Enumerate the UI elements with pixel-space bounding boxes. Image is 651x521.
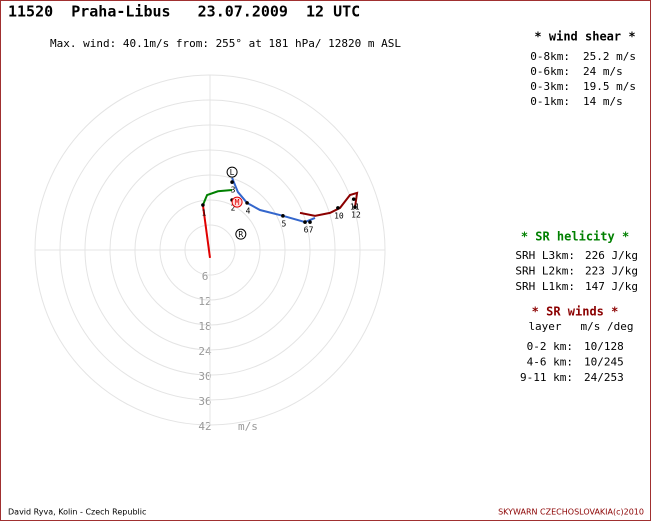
row-value: 14 m/s	[583, 95, 623, 108]
wind-shear-heading: * wind shear *	[534, 30, 635, 44]
row-label: 0-3km:	[530, 80, 570, 93]
row-label: 0-8km:	[530, 50, 570, 63]
level-point	[230, 180, 234, 184]
row-label: SRH L3km:	[515, 249, 575, 262]
row-value: 25.2 m/s	[583, 50, 636, 63]
subtitle: Max. wind: 40.1m/s from: 255° at 181 hPa…	[50, 37, 401, 50]
ring-label: 12	[198, 295, 211, 308]
row-label: 0-1km:	[530, 95, 570, 108]
level-label: 7	[309, 226, 314, 235]
row-label: 0-2 km:	[527, 340, 573, 353]
sr-winds-heading: * SR winds *	[532, 305, 619, 319]
storm-marker	[235, 228, 247, 240]
row-value: 147 J/kg	[585, 280, 638, 293]
row-label: 0-6km:	[530, 65, 570, 78]
row-value: 10/128	[584, 340, 624, 353]
row-value: 19.5 m/s	[583, 80, 636, 93]
level-label: 4	[246, 206, 251, 215]
ring-label: 30	[198, 370, 211, 383]
sr-winds-col: layer	[528, 320, 561, 333]
level-point	[281, 214, 285, 218]
level-point	[308, 220, 312, 224]
level-point	[351, 197, 356, 201]
unit: m/s	[238, 420, 258, 433]
level-label: 10	[334, 211, 344, 220]
row-value: 24/253	[584, 371, 624, 384]
row-label: SRH L2km:	[515, 265, 575, 278]
storm-marker-label: R	[238, 230, 243, 239]
storm-marker-label: M	[235, 198, 240, 207]
ring-label: 18	[198, 320, 211, 333]
level-label: 6	[304, 226, 309, 235]
storm-marker	[231, 196, 243, 208]
row-value: 226 J/kg	[585, 249, 638, 262]
footer-right: SKYWARN CZECHOSLOVAKIA(c)2010	[498, 508, 644, 517]
row-label: 4-6 km:	[527, 356, 573, 369]
level-point	[303, 220, 307, 224]
hodograph-segment	[201, 189, 233, 206]
level-point	[336, 206, 340, 210]
hodograph-segment	[299, 191, 359, 217]
level-label: 5	[282, 219, 287, 228]
ring-label: 42	[198, 420, 211, 433]
level-label: 1	[202, 209, 207, 218]
level-point	[201, 203, 205, 207]
footer-left: David Ryva, Kolin - Czech Republic	[8, 508, 146, 517]
level-point	[353, 205, 357, 209]
row-label: 9-11 km:	[520, 371, 573, 384]
hodograph-segment	[201, 204, 211, 259]
row-value: 223 J/kg	[585, 265, 638, 278]
storm-marker	[226, 166, 238, 178]
level-point	[245, 201, 249, 205]
storm-marker-label: L	[230, 168, 235, 177]
row-value: 10/245	[584, 356, 624, 369]
level-label: 3	[231, 186, 236, 195]
ring-label: 6	[202, 270, 209, 283]
level-label: 12	[351, 211, 361, 220]
ring-label: 36	[198, 395, 211, 408]
row-value: 24 m/s	[583, 65, 623, 78]
helicity-heading: * SR helicity *	[521, 230, 629, 244]
title: 11520 Praha-Libus 23.07.2009 12 UTC	[8, 3, 360, 21]
level-label: 2	[231, 204, 236, 213]
row-label: SRH L1km:	[515, 280, 575, 293]
ring-label: 24	[198, 345, 212, 358]
sr-winds-col: m/s /deg	[581, 320, 634, 333]
